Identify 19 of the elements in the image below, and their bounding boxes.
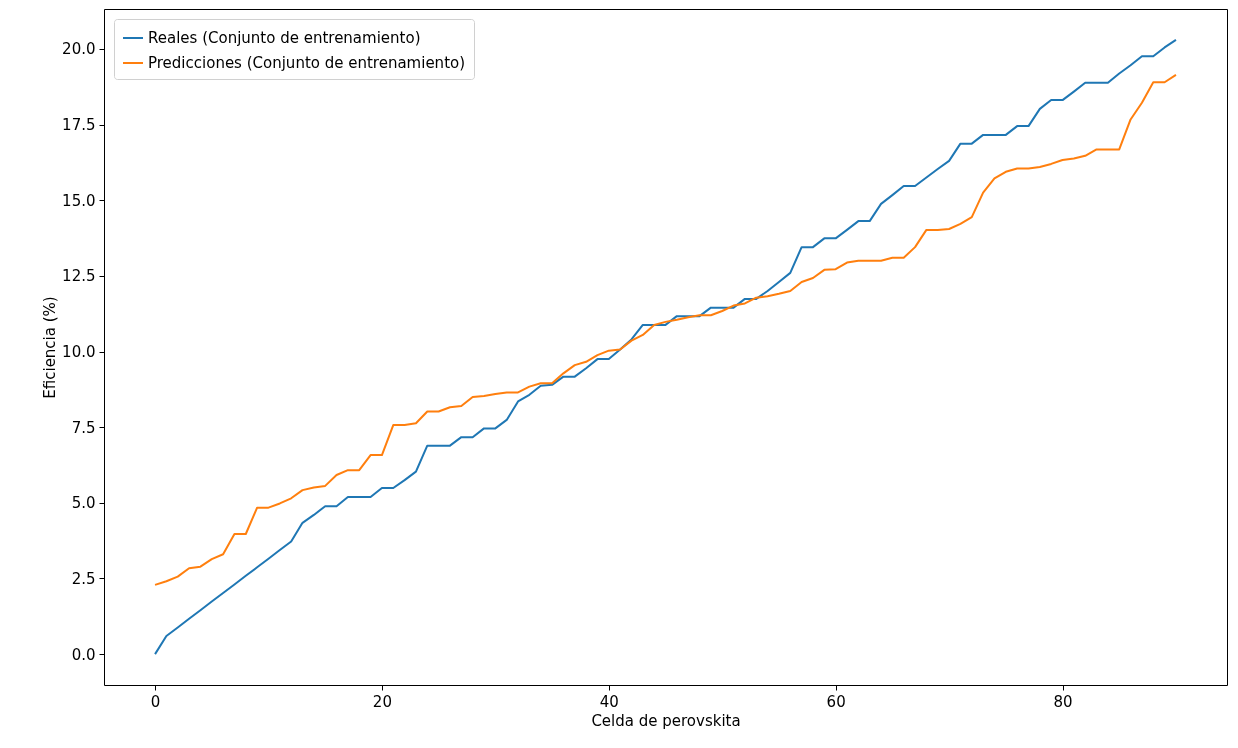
y-tick-label: 2.5 <box>71 569 96 588</box>
y-tick-label: 0.0 <box>71 645 96 664</box>
y-tick-label: 17.5 <box>62 116 96 135</box>
x-tick-label: 80 <box>1053 692 1073 711</box>
x-tick-label: 40 <box>599 692 619 711</box>
x-tick-label: 0 <box>150 692 161 711</box>
y-tick-label: 15.0 <box>62 191 96 210</box>
y-tick-label: 7.5 <box>71 418 96 437</box>
y-axis-title: Eficiencia (%) <box>41 296 60 399</box>
y-tick-label: 5.0 <box>71 494 96 513</box>
line-series <box>154 73 1177 586</box>
y-tick-label: 12.5 <box>62 267 96 286</box>
x-tick-label: 60 <box>826 692 846 711</box>
legend-label: Reales (Conjunto de entrenamiento) <box>148 29 421 47</box>
y-tick-label: 10.0 <box>62 343 96 362</box>
x-axis-title: Celda de perovskita <box>591 711 741 730</box>
x-tick-label: 20 <box>372 692 392 711</box>
legend-label: Predicciones (Conjunto de entrenamiento) <box>148 54 466 72</box>
y-tick-label: 20.0 <box>62 40 96 59</box>
